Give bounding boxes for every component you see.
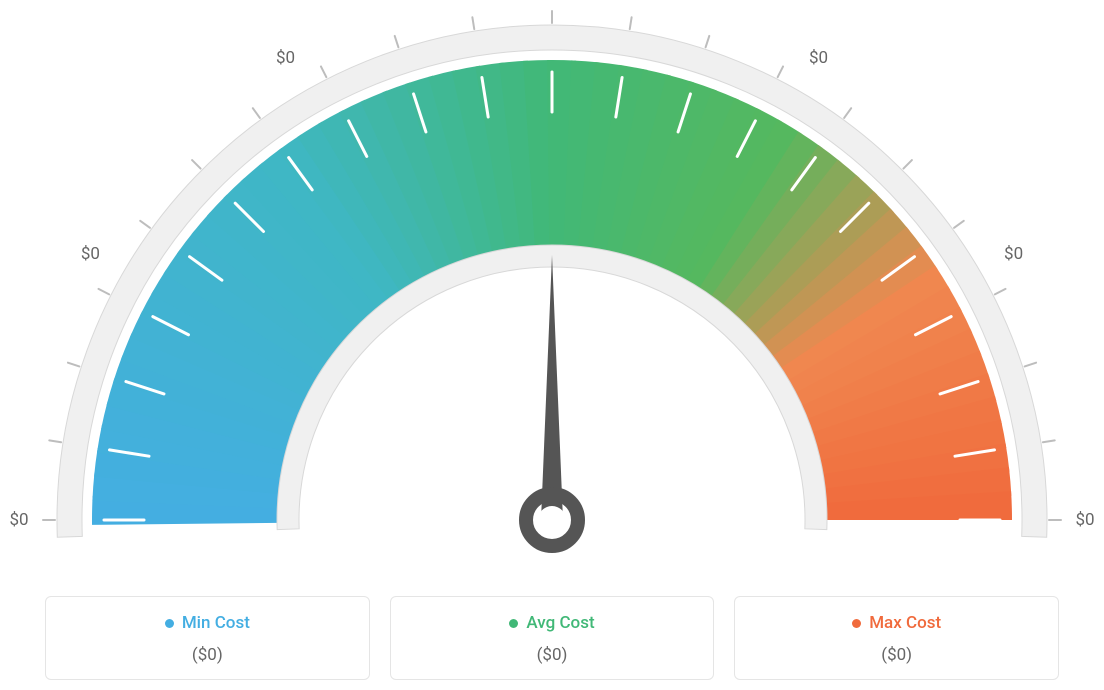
legend-label-row: Max Cost [745, 613, 1048, 633]
axis-label: $0 [1075, 510, 1094, 530]
legend-row: Min Cost ($0) Avg Cost ($0) Max Cost ($0… [45, 596, 1059, 680]
legend-label-min: Min Cost [182, 613, 250, 633]
legend-dot-min [165, 619, 174, 628]
legend-label-row: Min Cost [56, 613, 359, 633]
legend-label-row: Avg Cost [401, 613, 704, 633]
legend-value-avg: ($0) [401, 645, 704, 665]
legend-min-cost: Min Cost ($0) [45, 596, 370, 680]
axis-label: $0 [81, 244, 100, 264]
legend-avg-cost: Avg Cost ($0) [390, 596, 715, 680]
legend-label-avg: Avg Cost [526, 613, 594, 633]
legend-max-cost: Max Cost ($0) [734, 596, 1059, 680]
legend-value-min: ($0) [56, 645, 359, 665]
legend-dot-max [852, 619, 861, 628]
axis-label: $0 [9, 510, 28, 530]
axis-label: $0 [809, 48, 828, 68]
axis-label: $0 [276, 48, 295, 68]
gauge-svg [0, 0, 1104, 560]
axis-label: $0 [1004, 244, 1023, 264]
cost-gauge-chart: $0$0$0$0$0$0$0 Min Cost ($0) Avg Cost ($… [0, 0, 1104, 690]
legend-label-max: Max Cost [869, 613, 941, 633]
legend-dot-avg [509, 619, 518, 628]
legend-value-max: ($0) [745, 645, 1048, 665]
gauge-area: $0$0$0$0$0$0$0 [0, 0, 1104, 560]
